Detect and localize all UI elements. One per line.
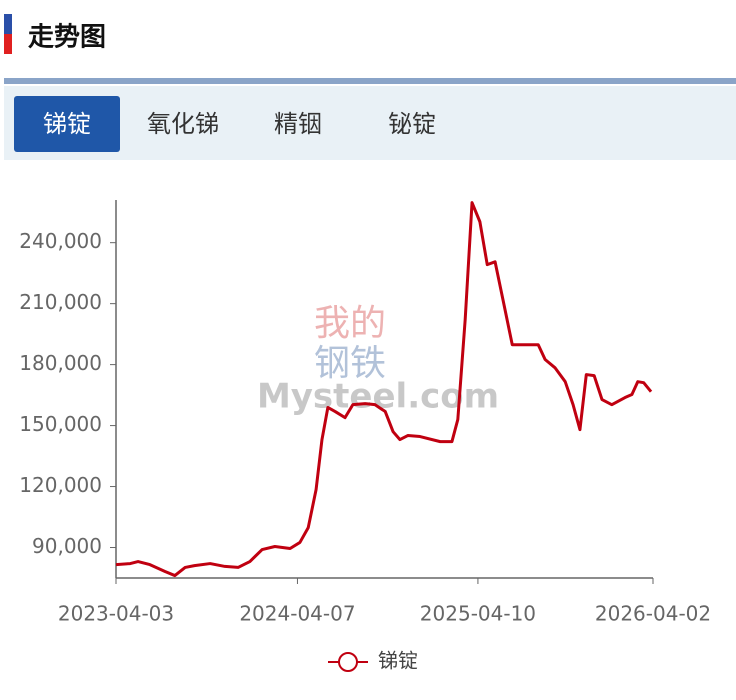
page-title: 走势图 [28, 23, 106, 53]
watermark: Mysteel.com [257, 377, 499, 417]
x-tick-label: 2026-04-02 [595, 602, 711, 626]
tab-active-bg [14, 96, 120, 152]
tab[interactable]: 精铟 [274, 110, 322, 138]
tab[interactable]: 锑锭 [43, 110, 91, 138]
x-tick-label: 2024-04-07 [239, 602, 355, 626]
series-line [115, 201, 653, 578]
y-tick-label: 210,000 [19, 290, 102, 314]
y-tick-label: 150,000 [19, 412, 102, 436]
y-tick-label: 90,000 [32, 534, 102, 558]
title-bar-blue [4, 14, 12, 34]
tab[interactable]: 铋锭 [388, 110, 436, 138]
y-tick-label: 240,000 [19, 229, 102, 253]
y-tick-label: 120,000 [19, 473, 102, 497]
title-bar-red [4, 34, 12, 54]
legend-marker [338, 652, 358, 672]
tab[interactable]: 氧化锑 [147, 110, 219, 138]
legend-label[interactable]: 锑锭 [378, 649, 418, 673]
divider [4, 78, 736, 84]
x-tick-label: 2025-04-10 [420, 602, 536, 626]
x-tick-label: 2023-04-03 [58, 602, 174, 626]
watermark: 钢铁 [314, 343, 386, 384]
watermark: 我的 [314, 303, 386, 344]
tab-bar [4, 86, 736, 160]
y-tick-label: 180,000 [19, 351, 102, 375]
